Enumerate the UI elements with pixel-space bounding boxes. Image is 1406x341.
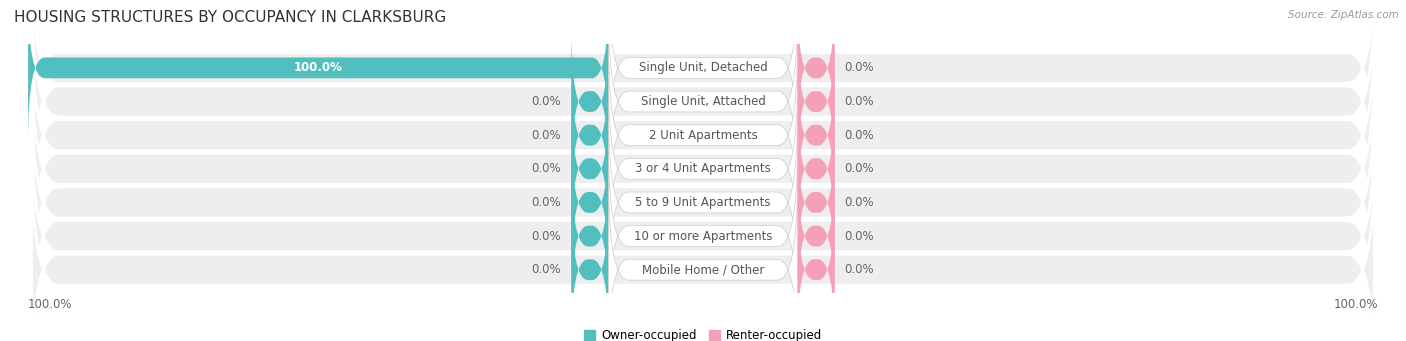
Text: 2 Unit Apartments: 2 Unit Apartments — [648, 129, 758, 142]
FancyBboxPatch shape — [797, 129, 835, 276]
FancyBboxPatch shape — [609, 78, 797, 259]
FancyBboxPatch shape — [609, 45, 797, 226]
Text: 0.0%: 0.0% — [531, 229, 561, 242]
FancyBboxPatch shape — [31, 83, 1375, 322]
Text: 100.0%: 100.0% — [1333, 298, 1378, 311]
FancyBboxPatch shape — [609, 11, 797, 192]
Text: 0.0%: 0.0% — [845, 263, 875, 276]
FancyBboxPatch shape — [31, 16, 1375, 254]
Text: 0.0%: 0.0% — [531, 196, 561, 209]
Text: 0.0%: 0.0% — [845, 95, 875, 108]
Text: 100.0%: 100.0% — [294, 61, 343, 74]
FancyBboxPatch shape — [609, 0, 797, 158]
Text: 0.0%: 0.0% — [531, 95, 561, 108]
Text: Single Unit, Detached: Single Unit, Detached — [638, 61, 768, 74]
FancyBboxPatch shape — [571, 95, 609, 242]
FancyBboxPatch shape — [797, 196, 835, 341]
FancyBboxPatch shape — [571, 28, 609, 175]
FancyBboxPatch shape — [571, 61, 609, 209]
Text: Mobile Home / Other: Mobile Home / Other — [641, 263, 765, 276]
Text: 0.0%: 0.0% — [531, 263, 561, 276]
Legend: Owner-occupied, Renter-occupied: Owner-occupied, Renter-occupied — [583, 329, 823, 341]
Text: Source: ZipAtlas.com: Source: ZipAtlas.com — [1288, 10, 1399, 20]
FancyBboxPatch shape — [571, 129, 609, 276]
FancyBboxPatch shape — [31, 0, 1375, 187]
FancyBboxPatch shape — [31, 151, 1375, 341]
Text: 0.0%: 0.0% — [531, 129, 561, 142]
FancyBboxPatch shape — [797, 28, 835, 175]
Text: 0.0%: 0.0% — [845, 229, 875, 242]
FancyBboxPatch shape — [571, 162, 609, 310]
Text: 0.0%: 0.0% — [845, 162, 875, 175]
FancyBboxPatch shape — [609, 179, 797, 341]
Text: 100.0%: 100.0% — [28, 298, 73, 311]
FancyBboxPatch shape — [609, 112, 797, 293]
FancyBboxPatch shape — [797, 162, 835, 310]
Text: HOUSING STRUCTURES BY OCCUPANCY IN CLARKSBURG: HOUSING STRUCTURES BY OCCUPANCY IN CLARK… — [14, 10, 446, 25]
FancyBboxPatch shape — [31, 50, 1375, 288]
FancyBboxPatch shape — [797, 95, 835, 242]
Text: 0.0%: 0.0% — [845, 196, 875, 209]
Text: 10 or more Apartments: 10 or more Apartments — [634, 229, 772, 242]
Text: 3 or 4 Unit Apartments: 3 or 4 Unit Apartments — [636, 162, 770, 175]
FancyBboxPatch shape — [31, 0, 1375, 221]
Text: 5 to 9 Unit Apartments: 5 to 9 Unit Apartments — [636, 196, 770, 209]
FancyBboxPatch shape — [31, 117, 1375, 341]
FancyBboxPatch shape — [28, 0, 609, 142]
FancyBboxPatch shape — [797, 0, 835, 142]
FancyBboxPatch shape — [571, 196, 609, 341]
Text: 0.0%: 0.0% — [845, 129, 875, 142]
Text: 0.0%: 0.0% — [531, 162, 561, 175]
FancyBboxPatch shape — [609, 146, 797, 327]
FancyBboxPatch shape — [797, 61, 835, 209]
Text: Single Unit, Attached: Single Unit, Attached — [641, 95, 765, 108]
Text: 0.0%: 0.0% — [845, 61, 875, 74]
